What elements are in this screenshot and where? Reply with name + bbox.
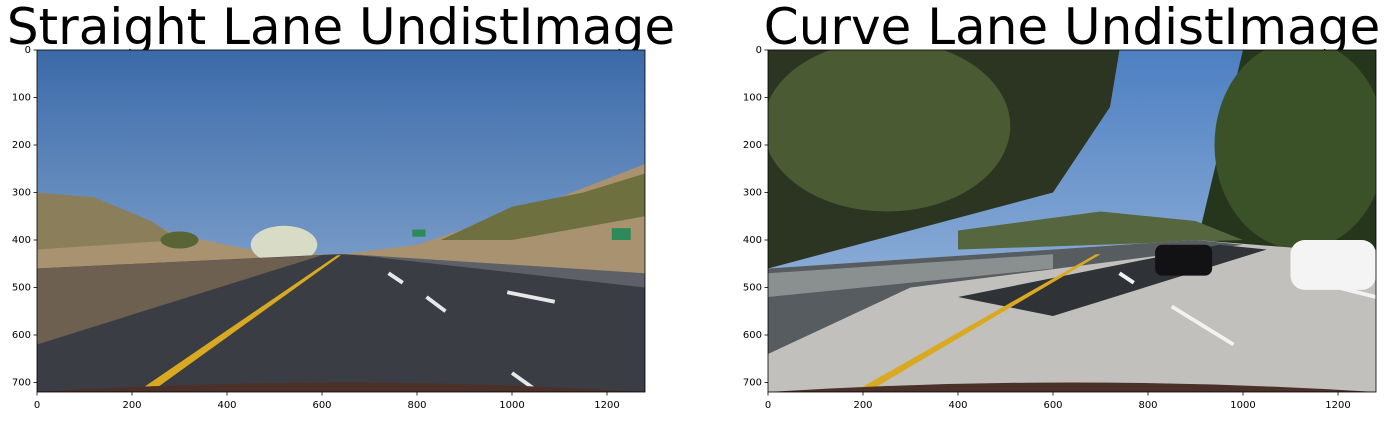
y-tick-label: 600 xyxy=(743,330,762,341)
x-tick-label: 400 xyxy=(217,400,236,411)
y-tick-label: 600 xyxy=(12,330,31,341)
y-tick-label: 500 xyxy=(12,283,31,294)
x-tick-label: 600 xyxy=(312,400,331,411)
x-tick-label: 800 xyxy=(1138,400,1157,411)
y-tick-label: 0 xyxy=(25,45,31,56)
y-tick-label: 200 xyxy=(12,140,31,151)
x-tick-label: 1000 xyxy=(1230,400,1255,411)
x-tick-label: 200 xyxy=(853,400,872,411)
axes-frame xyxy=(767,49,1377,393)
y-tick-label: 500 xyxy=(743,283,762,294)
image-straight xyxy=(37,50,645,392)
x-tick-label: 1200 xyxy=(594,400,619,411)
x-tick-label: 400 xyxy=(948,400,967,411)
image-curve xyxy=(768,50,1376,392)
y-tick-label: 400 xyxy=(12,235,31,246)
x-tick-label: 0 xyxy=(34,400,40,411)
x-tick-label: 1000 xyxy=(499,400,524,411)
y-tick-label: 100 xyxy=(743,93,762,104)
y-tick-label: 100 xyxy=(12,93,31,104)
y-tick-label: 0 xyxy=(756,45,762,56)
y-tick-label: 200 xyxy=(743,140,762,151)
y-tick-label: 300 xyxy=(743,188,762,199)
y-tick-label: 400 xyxy=(743,235,762,246)
x-tick-label: 0 xyxy=(765,400,771,411)
y-tick-label: 300 xyxy=(12,188,31,199)
x-tick-label: 600 xyxy=(1043,400,1062,411)
axes-frame xyxy=(36,49,646,393)
chart-title: Curve Lane UndistImage xyxy=(764,0,1380,56)
chart-title: Straight Lane UndistImage xyxy=(7,0,675,56)
x-tick-label: 200 xyxy=(122,400,141,411)
x-tick-label: 1200 xyxy=(1325,400,1350,411)
x-tick-label: 800 xyxy=(407,400,426,411)
y-tick-label: 700 xyxy=(12,378,31,389)
y-tick-label: 700 xyxy=(743,378,762,389)
